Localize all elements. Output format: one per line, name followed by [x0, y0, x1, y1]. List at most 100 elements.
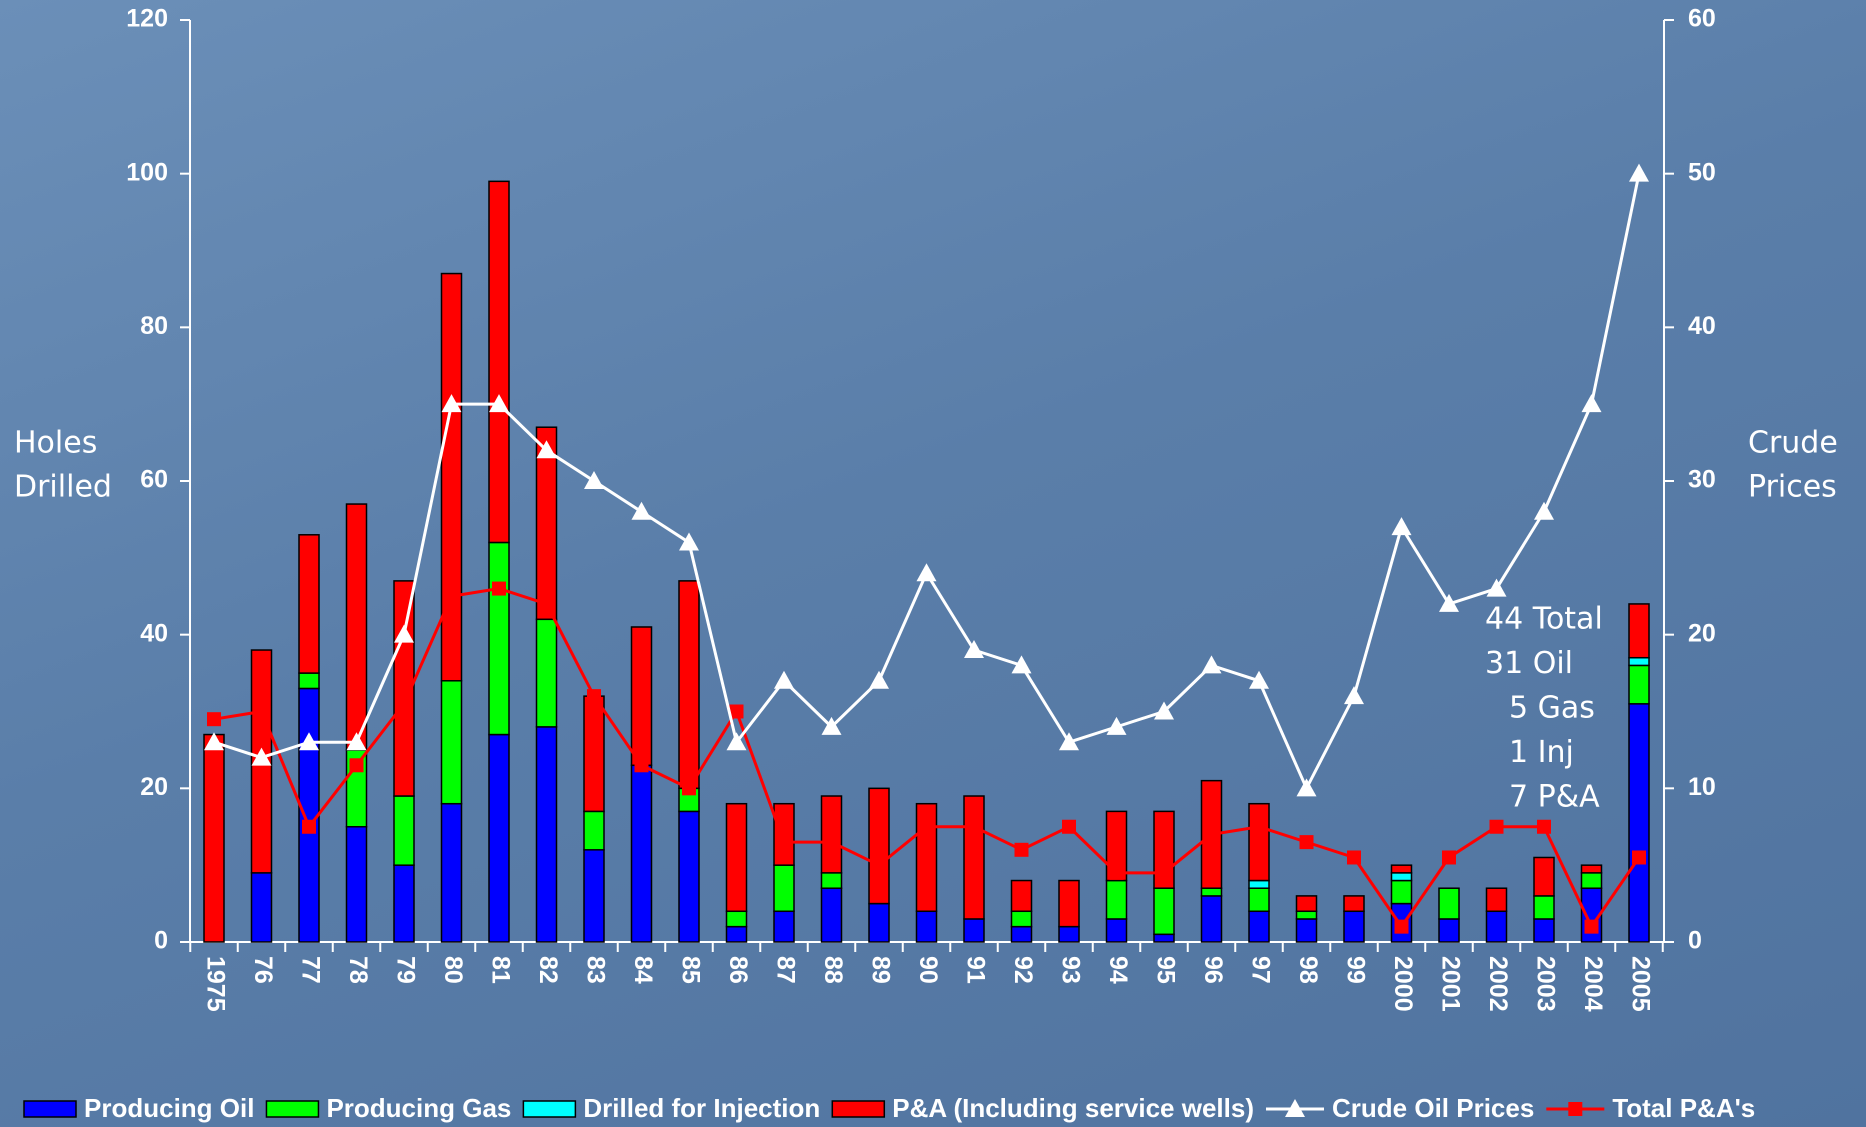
bar-segment [963, 795, 985, 920]
line-marker [872, 858, 886, 873]
legend-label: Producing Oil [84, 1093, 254, 1123]
legend-swatch [522, 1100, 577, 1118]
bar-segment [1390, 872, 1413, 882]
legend-item: Producing Gas [265, 1093, 511, 1123]
line-marker [1581, 394, 1602, 413]
line-marker [587, 689, 601, 704]
bar-segment [773, 864, 795, 913]
line-marker [346, 732, 367, 751]
bar-segment [1248, 910, 1270, 943]
bar-segment [725, 925, 748, 943]
y2-axis-label: Crude [1748, 426, 1838, 461]
line-marker [774, 670, 794, 689]
bar-segment [1533, 856, 1555, 897]
line-marker [1344, 686, 1364, 705]
y-tick-label: 80 [140, 312, 168, 340]
x-tick-label: 92 [1009, 956, 1037, 984]
bar-segment [440, 680, 463, 805]
line-marker [1347, 850, 1361, 865]
line-marker [1439, 593, 1459, 612]
line-marker [349, 758, 364, 773]
line-marker [729, 704, 744, 719]
bar-segment [1343, 910, 1365, 943]
annotation: 5 Gas [1509, 691, 1595, 726]
bar-segment [583, 810, 605, 851]
bar-segment [1105, 918, 1128, 943]
y2-tick-label: 10 [1688, 773, 1716, 801]
line-marker [207, 712, 221, 727]
bar-segment [488, 180, 510, 544]
line-marker [1201, 655, 1222, 674]
line-marker [777, 835, 791, 850]
x-tick-label: 87 [771, 956, 799, 984]
bar-segment [1058, 879, 1080, 928]
bar-segment [1628, 656, 1650, 667]
x-tick-label: 96 [1199, 956, 1227, 984]
y2-tick-label: 20 [1688, 619, 1716, 647]
line-marker [824, 835, 839, 850]
line [213, 173, 1641, 792]
line-marker [492, 581, 506, 596]
bar-segment [725, 802, 748, 913]
line-marker [1296, 778, 1317, 797]
legend-swatch [831, 1100, 886, 1118]
x-tick-label: 89 [866, 956, 894, 984]
bar-segment [1485, 887, 1508, 913]
line-marker [539, 596, 554, 611]
bar-segment [535, 726, 558, 943]
line-marker [489, 394, 509, 413]
line-marker [916, 563, 937, 582]
bar-segment [1295, 895, 1318, 913]
line-marker [967, 819, 981, 834]
line-marker [397, 696, 411, 711]
annotation: 44 Total [1485, 602, 1603, 637]
bar-segment [440, 272, 463, 682]
legend-marker [1568, 1102, 1583, 1116]
legend-label: Total P&A's [1612, 1093, 1755, 1123]
bar-segment [773, 802, 795, 866]
x-tick-label: 2002 [1484, 956, 1512, 1012]
line-marker [1486, 578, 1507, 597]
line-marker [1249, 670, 1269, 689]
legend-label: Drilled for Injection [583, 1093, 820, 1123]
y2-tick-label: 40 [1688, 312, 1716, 340]
x-tick-label: 94 [1104, 956, 1132, 984]
y-tick-label: 40 [140, 619, 168, 647]
bar-segment [1295, 910, 1318, 920]
x-tick-label: 1975 [201, 956, 229, 1012]
line-marker [1252, 819, 1266, 834]
legend-item: Producing Oil [23, 1093, 254, 1123]
line-marker [302, 819, 316, 834]
bar-segment [1248, 802, 1270, 882]
bar-segment [678, 810, 700, 943]
bar-segment [393, 864, 415, 943]
line-marker [1154, 701, 1174, 720]
x-tick-label: 82 [534, 956, 562, 984]
line-marker [1157, 865, 1171, 880]
bar-segment [1200, 895, 1223, 943]
bar-segment [1105, 879, 1128, 920]
line-marker [679, 532, 699, 551]
bar-segment [1533, 918, 1555, 943]
bar-segment [393, 795, 415, 866]
line-marker [1534, 501, 1554, 520]
line-marker [869, 670, 889, 689]
x-tick-label: 88 [819, 956, 847, 984]
annotation: 31 Oil [1485, 646, 1573, 681]
line-marker [1014, 842, 1029, 857]
bar-segment [345, 826, 368, 943]
line-marker [1537, 819, 1551, 834]
line-marker [254, 704, 269, 719]
line-marker [1109, 865, 1124, 880]
bar-segment [1200, 887, 1223, 897]
legend-item: Drilled for Injection [522, 1093, 820, 1123]
bar-segment [1105, 810, 1128, 882]
legend-label: Crude Oil Prices [1332, 1093, 1534, 1123]
line-marker [682, 781, 696, 796]
bar-segment [1153, 887, 1175, 936]
legend-marker [1285, 1099, 1305, 1117]
bar-segment [1295, 918, 1318, 943]
bar-segment [915, 910, 938, 943]
x-tick-label: 2004 [1579, 956, 1607, 1012]
